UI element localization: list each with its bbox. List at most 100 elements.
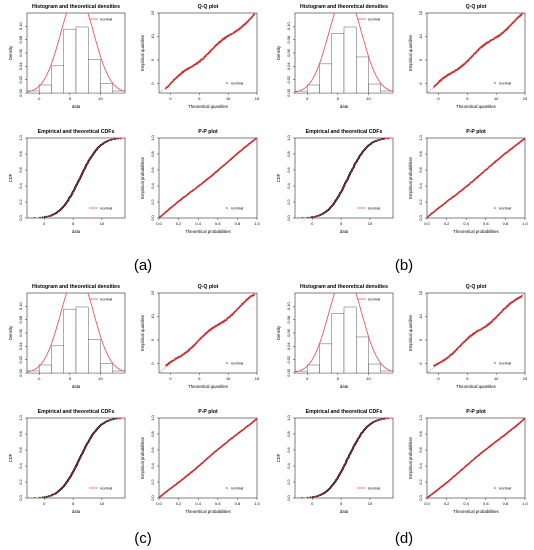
y-axis-label: Empirical quantiles — [140, 35, 145, 71]
plot-pp: P-P plot Theoretical probabilities Empiric… — [140, 129, 261, 234]
plot-frame — [158, 137, 258, 219]
legend: normal — [89, 17, 112, 22]
histogram-bar — [380, 90, 393, 93]
x-tick-label: 5 — [466, 376, 469, 381]
x-tick-label: 15 — [523, 96, 528, 101]
plot-title: Empirical and theoretical CDFs — [38, 129, 115, 135]
x-tick-label: 0 — [311, 501, 314, 506]
x-tick-label: 0.4 — [195, 221, 201, 226]
x-tick-label: 0.0 — [424, 501, 430, 506]
plot-title: P-P plot — [466, 409, 486, 415]
data-point — [516, 298, 519, 300]
panel-label: (a) — [134, 257, 152, 274]
x-tick-label: 10 — [494, 96, 499, 101]
histogram-bar — [380, 370, 393, 373]
x-axis-label: data — [340, 104, 349, 109]
y-tick-label: 0.8 — [418, 150, 423, 156]
x-tick-label: 0.6 — [215, 501, 221, 506]
y-tick-label: 0.02 — [18, 355, 23, 364]
data-point — [253, 13, 255, 15]
histogram-bar — [88, 339, 101, 373]
x-axis-label: Theoretical quantiles — [188, 384, 228, 389]
histogram-bar — [319, 63, 332, 93]
histogram-bar — [319, 343, 332, 373]
y-tick-label: 0.00 — [18, 88, 23, 97]
plot-title: Q-Q plot — [198, 284, 219, 290]
x-axis-label: data — [72, 384, 81, 389]
panel-d: Histogram and theoretical densities data D… — [276, 284, 529, 547]
data-point — [524, 418, 525, 420]
legend-marker — [494, 487, 496, 489]
y-tick-label: 0.2 — [418, 198, 423, 204]
x-axis-label: Theoretical quantiles — [456, 104, 496, 109]
y-tick-label: 0.0 — [18, 494, 23, 500]
legend-label: normal — [231, 206, 243, 211]
x-tick-label: 0.0 — [156, 501, 162, 506]
y-tick-label: 1.0 — [418, 134, 423, 140]
y-tick-label: 0 — [418, 362, 423, 365]
y-tick-label: 5 — [418, 338, 423, 341]
data-point — [229, 316, 232, 318]
y-tick-label: 0.08 — [18, 315, 23, 324]
y-tick-label: 5 — [150, 338, 155, 341]
x-axis-label: data — [72, 229, 81, 234]
x-tick-label: 15 — [255, 376, 260, 381]
histogram-bar — [75, 26, 89, 93]
x-tick-label: 0.6 — [215, 221, 221, 226]
plot-title: Histogram and theoretical densities — [300, 4, 388, 10]
y-axis-label: Density — [8, 325, 13, 340]
y-tick-label: 0.6 — [418, 166, 423, 172]
x-tick-label: 5 — [466, 96, 469, 101]
data-point — [468, 58, 471, 61]
y-tick-label: 0.2 — [286, 198, 291, 204]
histogram-bar — [307, 84, 320, 93]
histogram-bar — [63, 28, 77, 93]
y-tick-label: 0.10 — [286, 302, 291, 311]
legend-marker — [494, 82, 496, 84]
y-tick-label: 0.2 — [18, 198, 23, 204]
plot-cdf: Empirical and theoretical CDFs data CDF 0 5 1… — [276, 129, 394, 234]
plot-frame — [294, 417, 394, 499]
x-tick-label: 0.2 — [176, 501, 182, 506]
y-tick-label: 0.02 — [286, 355, 291, 364]
y-tick-label: 1.0 — [286, 414, 291, 420]
legend: normal — [226, 81, 243, 86]
y-tick-label: 0.4 — [150, 462, 155, 468]
x-tick-label: 10 — [366, 96, 371, 101]
x-axis-label: data — [72, 104, 81, 109]
x-tick-label: 0 — [43, 221, 46, 226]
legend: normal — [494, 81, 511, 86]
plot-pp: P-P plot Theoretical probabilities Empiric… — [140, 409, 261, 514]
y-tick-label: 0.06 — [18, 48, 23, 57]
legend-marker — [226, 362, 228, 364]
x-tick-label: 0.2 — [176, 221, 182, 226]
legend-label: normal — [368, 486, 380, 491]
y-tick-label: 0.0 — [150, 214, 155, 220]
histogram-bar — [368, 363, 381, 373]
x-tick-label: 1.0 — [522, 221, 528, 226]
x-tick-label: 0 — [38, 376, 41, 381]
x-tick-label: 0.2 — [444, 501, 450, 506]
x-tick-label: 5 — [340, 221, 343, 226]
y-axis-label: Empirical quantiles — [140, 315, 145, 351]
histogram-bar — [39, 364, 52, 373]
plot-hist: Histogram and theoretical densities data D… — [8, 4, 126, 109]
plot-pp: P-P plot Theoretical probabilities Empiric… — [408, 409, 529, 514]
x-tick-label: 0 — [169, 96, 172, 101]
legend-label: normal — [499, 206, 511, 211]
legend: normal — [494, 486, 511, 491]
plot-title: Empirical and theoretical CDFs — [306, 409, 383, 415]
y-tick-label: 5 — [418, 58, 423, 61]
legend: normal — [226, 361, 243, 366]
y-tick-label: 0.4 — [418, 462, 423, 468]
plot-pp: P-P plot Theoretical probabilities Empiric… — [408, 129, 529, 234]
y-tick-label: 0 — [150, 362, 155, 365]
histogram-bar — [368, 83, 381, 93]
histogram-bar — [343, 26, 357, 93]
y-tick-label: 0.2 — [286, 478, 291, 484]
y-tick-label: 0.6 — [150, 446, 155, 452]
y-tick-label: 0.04 — [286, 342, 291, 351]
histogram-bar — [100, 363, 113, 373]
histogram-bar — [307, 364, 320, 373]
